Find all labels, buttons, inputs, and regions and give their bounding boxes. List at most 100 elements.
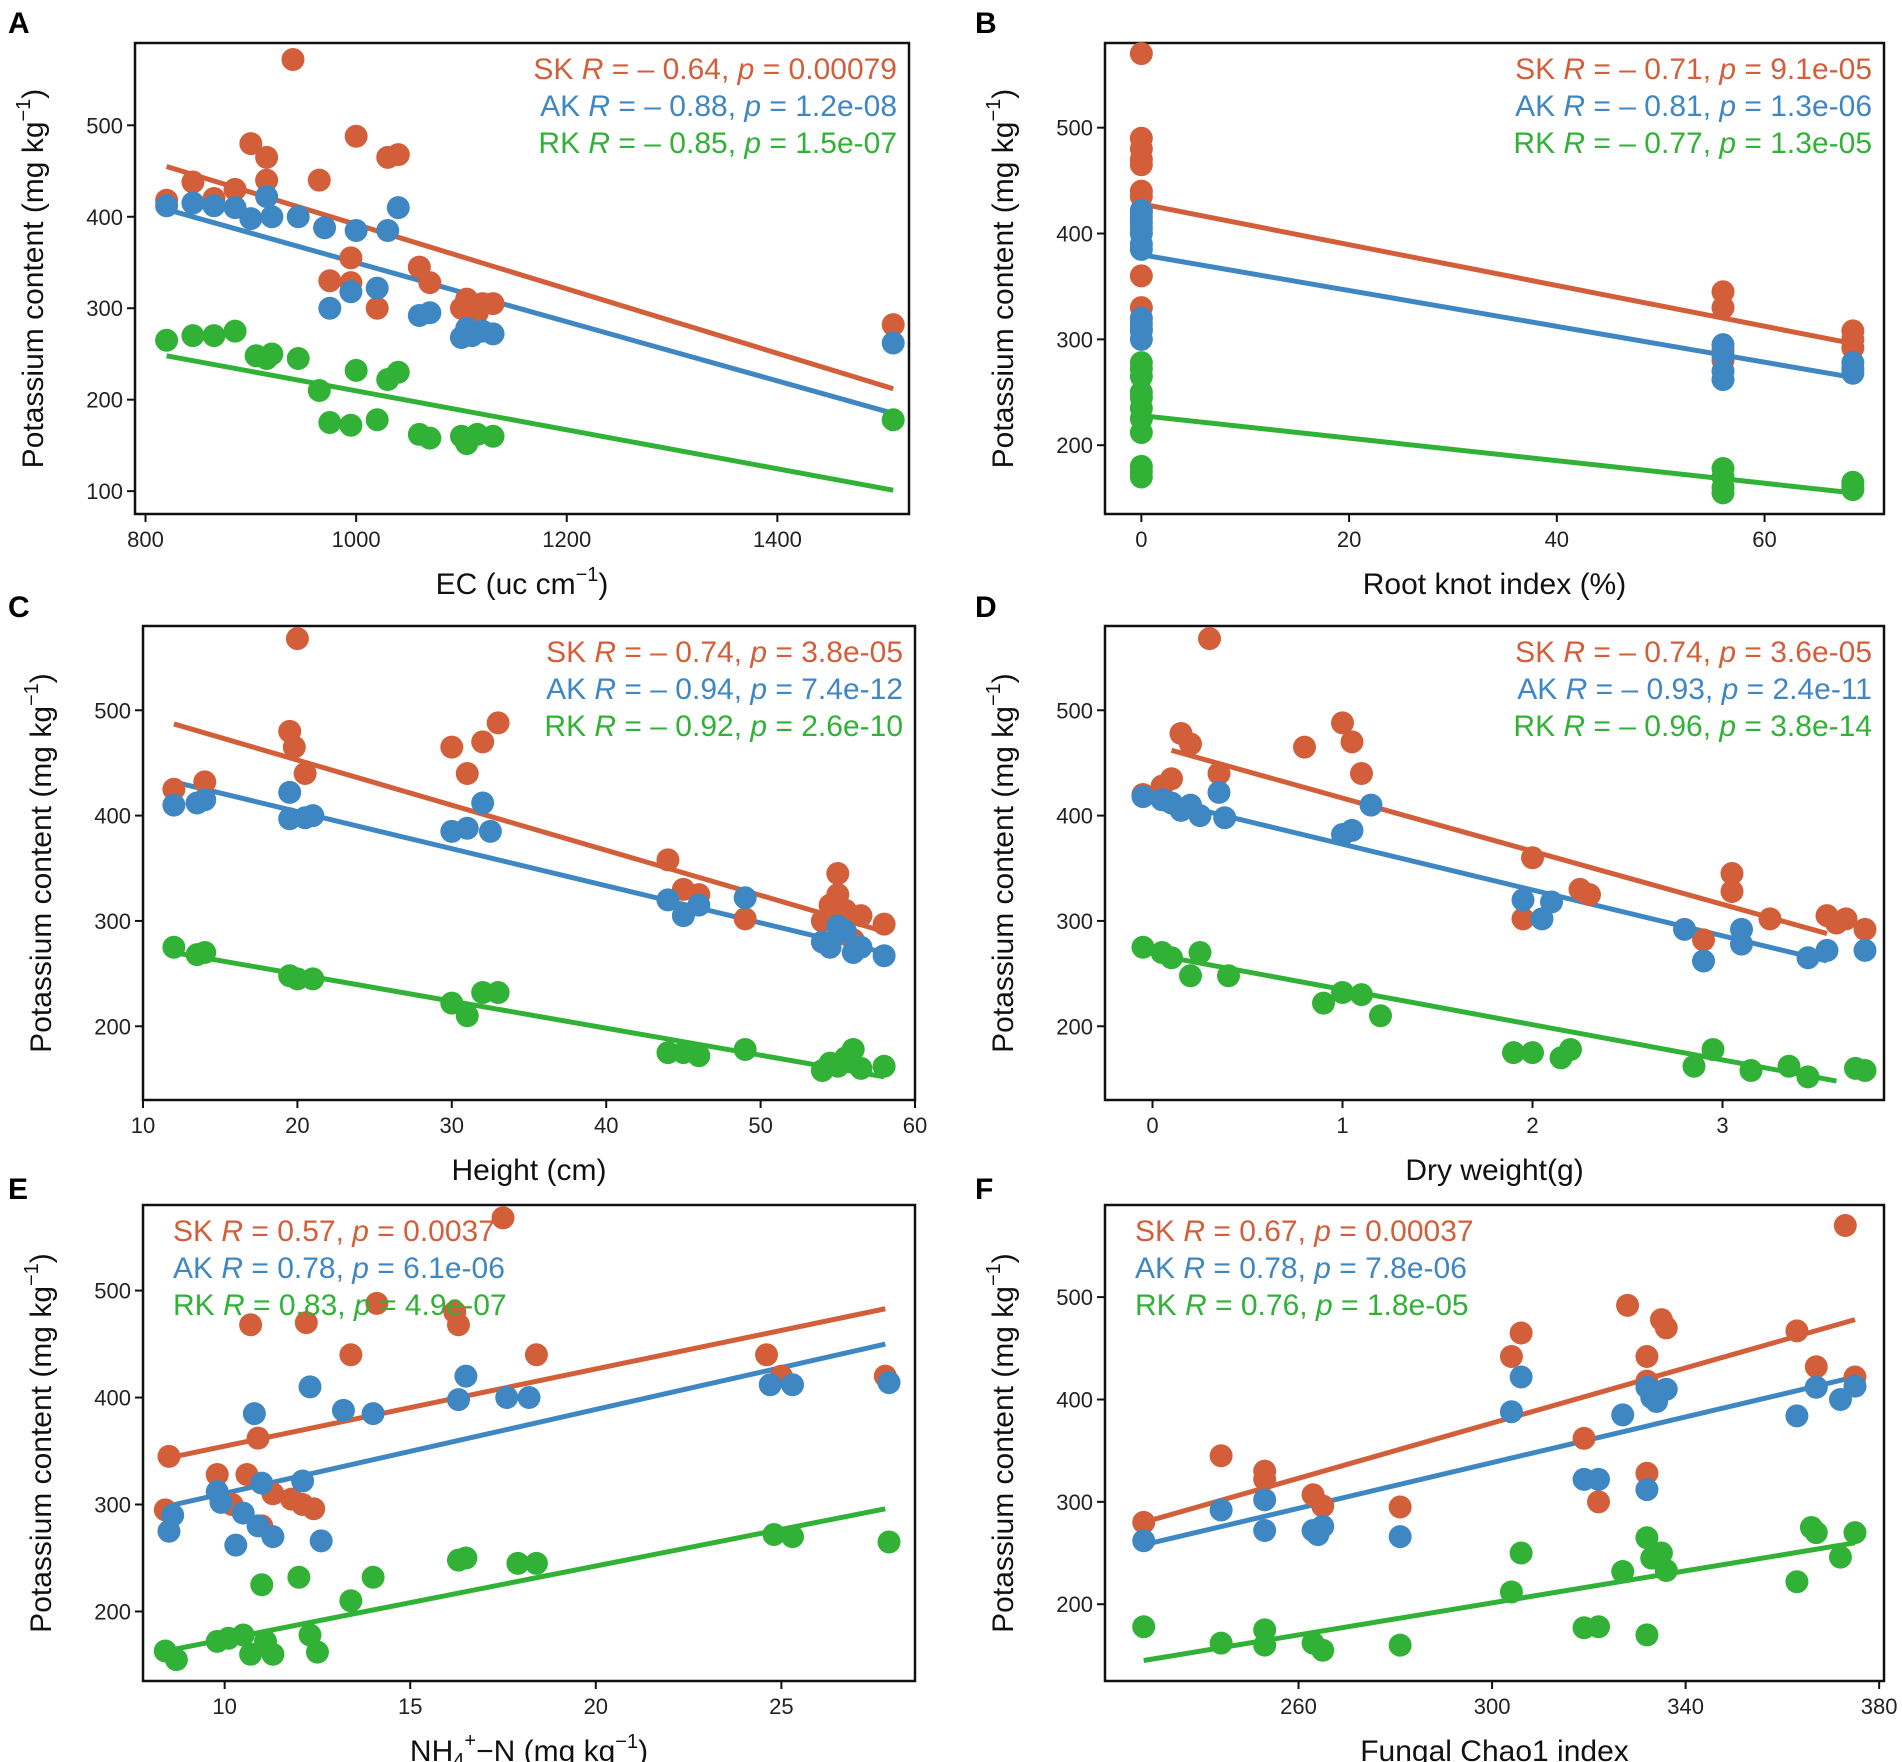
point-ak [733,886,757,910]
point-rk [733,1037,757,1061]
point-ak [1131,785,1155,809]
point-rk [1129,421,1153,445]
x-tick-label: 800 [127,527,164,552]
regression-line-rk [1141,413,1854,496]
point-rk [1129,465,1153,489]
regression-line-ak [165,207,894,416]
point-rk [1253,1633,1277,1657]
point-rk [1796,1065,1820,1089]
point-sk [1635,1345,1659,1369]
point-ak [1843,1374,1867,1398]
point-sk [1692,928,1715,952]
point-ak [1673,917,1696,941]
y-axis-label: Potassium content (mg kg−1) [13,89,50,469]
panel-label: F [975,1173,993,1206]
point-rk [305,1640,329,1664]
point-sk [281,47,305,71]
regression-line-sk [173,721,885,934]
point-rk [1188,941,1212,965]
point-rk [223,319,247,343]
point-ak [193,788,217,812]
point-ak [1785,1404,1809,1428]
stat-rk: RK R = – 0.85, p = 1.5e-07 [538,127,897,160]
point-ak [471,791,495,815]
stat-rk: RK R = – 0.96, p = 3.8e-14 [1513,710,1872,743]
point-ak [781,1373,805,1397]
point-sk [344,124,368,148]
point-rk [1777,1054,1801,1078]
point-ak [1730,932,1753,956]
point-sk [386,143,410,167]
plot-frame [133,41,911,516]
point-ak [250,1471,274,1495]
y-tick-label: 400 [1056,222,1093,247]
plot-frame [1103,624,1886,1102]
y-tick-label: 400 [94,804,131,829]
regression-line-rk [1143,1540,1856,1663]
panel-b: B 0 20 40 60 200 300 400 500 Root knot index (%) P… [975,7,1886,601]
point-rk [361,1565,385,1589]
y-tick-label: 500 [1056,116,1093,141]
point-sk [1521,846,1544,870]
point-ak [1253,1488,1277,1512]
x-tick-label: 15 [398,1694,422,1719]
point-rk [418,426,442,450]
point-rk [881,408,905,432]
point-rk [1649,1541,1673,1565]
plot-frame [141,624,917,1102]
point-rk [440,991,464,1015]
point-sk [1209,1444,1233,1468]
point-sk [1179,732,1202,756]
point-sk [446,1313,470,1337]
point-rk [872,1054,896,1078]
y-tick-label: 500 [1056,1285,1093,1310]
y-tick-label: 500 [94,1279,131,1304]
x-tick-label: 0 [1135,527,1147,552]
point-ak [481,322,505,346]
point-ak [309,1529,333,1553]
point-ak [1796,946,1820,970]
point-sk [162,777,186,801]
point-rk [1853,1059,1877,1083]
point-sk [193,770,217,794]
stat-ak: AK R = 0.78, p = 7.8e-06 [1135,1252,1467,1285]
x-tick-label: 60 [1752,527,1776,552]
stat-ak: AK R = 0.78, p = 6.1e-06 [173,1252,505,1285]
point-ak [446,1388,470,1412]
point-ak [209,1490,233,1514]
point-rk [1587,1615,1611,1639]
point-ak [202,194,226,218]
point-sk [239,132,263,156]
point-sk [1511,907,1535,931]
point-sk [1340,730,1364,754]
point-rk [1611,1559,1635,1583]
point-ak [260,205,284,229]
point-rk [318,411,342,435]
point-sk [1132,1510,1156,1534]
x-tick-label: 20 [1337,527,1361,552]
point-sk [1758,907,1782,931]
point-ak [313,216,337,240]
point-rk [1843,1521,1867,1545]
point-rk [286,347,310,371]
point-sk [440,735,464,759]
point-rk [687,1044,711,1068]
point-ak [1129,237,1153,261]
point-ak [331,1398,355,1422]
y-axis-label: Potassium content (mg kg−1) [983,673,1020,1053]
x-tick-label: 1400 [753,527,802,552]
point-rk [261,1642,285,1666]
point-rk [339,1589,363,1613]
point-sk [1198,627,1221,651]
point-sk [1160,767,1183,791]
regression-line-sk [165,164,894,392]
point-ak [239,207,263,231]
point-rk [1312,991,1335,1015]
point-ak [1340,818,1364,842]
point-rk [1804,1521,1828,1545]
point-rk [1711,481,1735,505]
regression-line-sk [1170,747,1828,936]
point-rk [1509,1541,1533,1565]
point-ak [1635,1478,1659,1502]
